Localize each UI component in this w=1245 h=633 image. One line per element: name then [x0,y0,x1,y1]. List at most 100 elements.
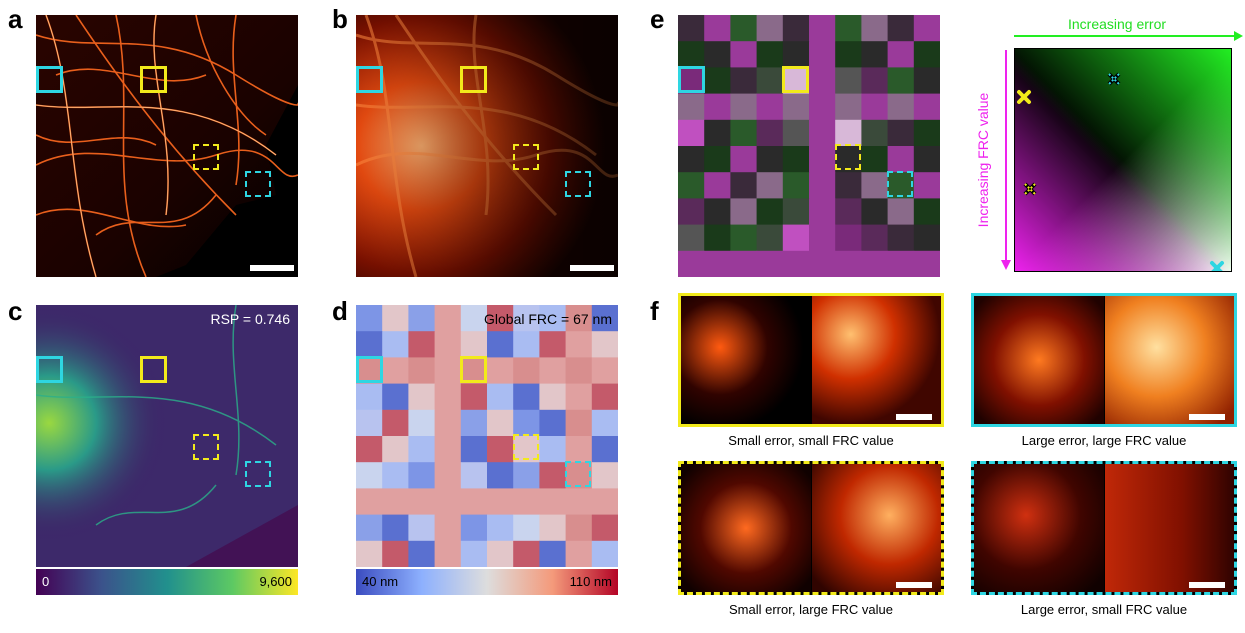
frc-map-cell [539,462,567,489]
scale-bar [250,265,294,271]
frc-map-cell [356,357,383,385]
frc-map-cell [487,357,514,385]
inset-2-widefield [1105,296,1234,424]
combined-map-cell [861,41,889,68]
panel-label-b: b [332,4,348,34]
roi-cyan-solid [36,66,63,93]
marker-yellow-solid [1017,90,1031,104]
inset-1-label: Small error, small FRC value [728,433,894,448]
roi-yellow-solid [460,356,487,383]
combined-map-cell [782,224,810,252]
widefield-image-b [356,15,618,277]
global-frc-value: Global FRC = 67 nm [484,311,612,327]
rsp-colorbar-min: 0 [42,574,50,589]
frc-map-cell [565,383,593,411]
inset-4-smlm [974,464,1104,592]
combined-map-cell [730,41,758,68]
combined-map-cell [835,93,862,121]
frc-map-cell [382,357,409,385]
inset-3-label: Small error, large FRC value [729,602,893,617]
frc-map-cell [356,383,383,411]
combined-map-cell [861,15,889,42]
frc-map-cell [487,331,514,358]
combined-map-cell [809,41,836,68]
frc-map-cell [356,514,383,542]
combined-map-cell [756,119,784,147]
frc-map-cell [565,357,593,385]
combined-map-cell [678,198,705,226]
inset-4-widefield [1105,464,1234,592]
roi-yellow-solid [782,66,809,93]
combined-map-cell [782,67,810,95]
combined-map-cell [704,15,731,42]
combined-map-cell [913,67,940,95]
frc-map-cell [460,488,488,516]
frc-map-cell [591,462,618,489]
roi-cyan-dashed [245,171,271,197]
combined-map-cell [730,93,758,121]
frc-map-cell [434,331,462,358]
roi-cyan-dashed [245,461,271,487]
combined-map-cell [730,172,758,199]
roi-yellow-solid [460,66,487,93]
panel-a-image [36,15,298,277]
frc-map-cell [434,514,462,542]
combined-map-cell [887,224,915,252]
roi-yellow-solid [140,356,167,383]
frc-map-cell [565,514,593,542]
frc-map-cell [434,305,462,332]
combined-map-cell [913,41,940,68]
combined-map-cell [861,250,889,277]
legend-markers [1017,72,1224,271]
combined-map-cell [756,93,784,121]
frc-map-cell [408,409,436,437]
roi-yellow-dashed [513,434,539,460]
frc-map-cell [356,488,383,516]
scale-bar [1189,582,1225,588]
roi-cyan-solid [356,66,383,93]
combined-map-cell [756,67,784,95]
combined-map-cell [704,67,731,95]
combined-map-cell [678,15,705,42]
combined-map-cell [730,224,758,252]
frc-map-cell [591,436,618,463]
marker-yellow-dashed [1023,182,1037,196]
frc-map-cell [434,462,462,489]
frc-map-cell [434,409,462,437]
combined-map-cell [835,250,862,277]
frc-map-cell [356,409,383,437]
legend-x-arrow [1014,31,1243,41]
frc-map-cell [434,540,462,567]
frc-map-cell [591,488,618,516]
combined-map-cell [913,93,940,121]
frc-colorbar: 40 nm 110 nm [356,569,618,595]
combined-map-cell [730,67,758,95]
combined-map-cell [861,146,889,173]
combined-map-cell [913,15,940,42]
combined-map-cell [835,67,862,95]
combined-map-cell [913,146,940,173]
combined-map-cell [678,224,705,252]
combined-map-cell [887,119,915,147]
frc-colorbar-max: 110 nm [569,574,612,589]
frc-map-cell [408,540,436,567]
frc-map-cell [460,409,488,437]
frc-map-cell [513,357,540,385]
frc-map-cell [356,436,383,463]
combined-map-cell [809,224,836,252]
frc-map-cell [382,305,409,332]
frc-map-cell [565,462,593,489]
frc-map-cell [539,383,567,411]
frc-map-cell [539,305,567,332]
scale-bar [1189,414,1225,420]
combined-map-cell [835,15,862,42]
combined-map-cell [861,67,889,95]
scale-bar [570,265,614,271]
frc-map-cell [382,488,409,516]
combined-map-cell [809,93,836,121]
frc-map-cell [408,514,436,542]
panel-label-f: f [650,296,659,326]
frc-map-cell [487,305,514,332]
frc-map-cell [460,357,488,385]
combined-map-cell [809,146,836,173]
